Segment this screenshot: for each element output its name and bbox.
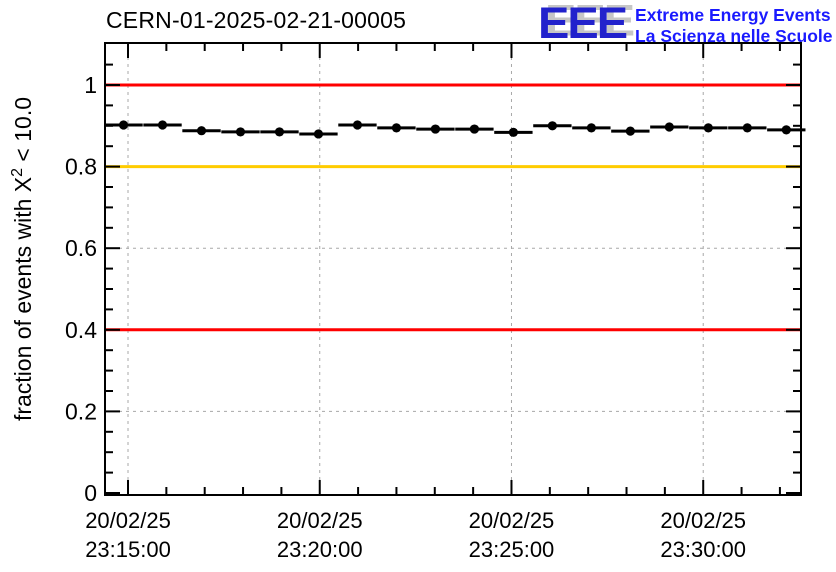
eee-logo-letters: EEE [538,0,628,48]
y-tick-label: 0.6 [65,235,97,261]
data-point-marker [703,123,713,133]
data-point-marker [118,120,129,130]
x-tick-label-date: 20/02/25 [660,508,746,533]
data-point-marker [547,121,557,131]
data-point-marker [508,127,518,137]
data-point-marker [235,127,246,137]
data-point-marker [196,126,207,136]
data-point-marker [664,122,674,132]
x-tick-label-time: 23:30:00 [660,537,746,562]
x-tick-label-date: 20/02/25 [469,508,555,533]
data-point-marker [625,126,635,136]
y-tick-label: 1 [84,72,97,98]
y-axis-title: fraction of events with X2 < 10.0 [9,97,36,421]
logo-subtitle-line1: Extreme Energy Events [635,5,831,25]
y-tick-label: 0 [84,480,97,506]
data-point-marker [781,125,791,135]
x-tick-label-date: 20/02/25 [85,508,171,533]
chart-title: CERN-01-2025-02-21-00005 [106,7,407,33]
y-tick-label: 0.8 [65,154,97,180]
data-point-marker [586,123,596,133]
x-tick-label-time: 23:25:00 [469,537,555,562]
data-point-marker [430,124,441,134]
data-point-marker [469,124,480,134]
data-point-marker [274,127,285,137]
x-tick-label-date: 20/02/25 [277,508,363,533]
plot-frame [104,42,802,496]
data-point-marker [313,129,324,139]
logo-subtitle-line2: La Scienza nelle Scuole [635,25,833,46]
eee-logo: EEE Extreme Energy Events La Scienza nel… [538,0,833,48]
eee-logo-subtitle: Extreme Energy Events La Scienza nelle S… [635,2,832,46]
y-tick-label: 0.4 [65,317,97,343]
data-point-marker [391,123,402,133]
y-tick-label: 0.2 [65,398,97,424]
data-point-marker [157,120,168,130]
x-tick-label-time: 23:15:00 [85,537,171,562]
data-point-marker [352,120,363,130]
data-point-marker [742,123,752,133]
x-tick-label-time: 23:20:00 [277,537,363,562]
